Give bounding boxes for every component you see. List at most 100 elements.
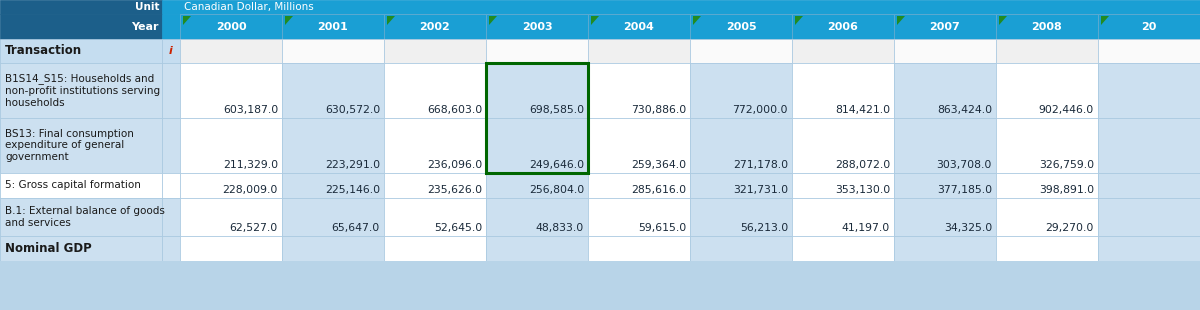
- Bar: [894, 236, 996, 261]
- Bar: [1098, 198, 1200, 236]
- Text: 353,130.0: 353,130.0: [835, 185, 890, 195]
- Text: 2008: 2008: [1032, 21, 1062, 32]
- Bar: [384, 173, 486, 198]
- Polygon shape: [998, 16, 1007, 25]
- Text: 668,603.0: 668,603.0: [427, 105, 482, 115]
- Bar: [180, 236, 282, 261]
- Bar: [690, 236, 792, 261]
- Text: Unit: Unit: [134, 2, 158, 12]
- Text: 2000: 2000: [216, 21, 246, 32]
- Text: B1S14_S15: Households and
non-profit institutions serving
households: B1S14_S15: Households and non-profit ins…: [5, 73, 160, 108]
- Bar: [690, 118, 792, 173]
- Bar: [0, 39, 162, 63]
- Bar: [384, 63, 486, 118]
- Polygon shape: [898, 16, 905, 25]
- Text: Year: Year: [132, 21, 158, 32]
- Text: 863,424.0: 863,424.0: [937, 105, 992, 115]
- Text: B.1: External balance of goods
and services: B.1: External balance of goods and servi…: [5, 206, 164, 228]
- Text: 65,647.0: 65,647.0: [331, 223, 380, 233]
- Text: 377,185.0: 377,185.0: [937, 185, 992, 195]
- Bar: [1098, 173, 1200, 198]
- Text: 730,886.0: 730,886.0: [631, 105, 686, 115]
- Bar: [588, 39, 690, 63]
- Text: 2001: 2001: [318, 21, 348, 32]
- Bar: [588, 118, 690, 173]
- Text: 62,527.0: 62,527.0: [229, 223, 278, 233]
- Bar: [162, 39, 180, 63]
- Text: 223,291.0: 223,291.0: [325, 160, 380, 170]
- Bar: [282, 198, 384, 236]
- Bar: [792, 63, 894, 118]
- Bar: [282, 63, 384, 118]
- Bar: [162, 118, 180, 173]
- Bar: [486, 198, 588, 236]
- Text: 814,421.0: 814,421.0: [835, 105, 890, 115]
- Text: 41,197.0: 41,197.0: [841, 223, 890, 233]
- Bar: [162, 63, 180, 118]
- Text: 256,804.0: 256,804.0: [529, 185, 584, 195]
- Bar: [486, 118, 588, 173]
- Bar: [180, 173, 282, 198]
- Bar: [0, 14, 162, 39]
- Bar: [0, 261, 1200, 310]
- Text: 2003: 2003: [522, 21, 552, 32]
- Bar: [1098, 236, 1200, 261]
- Text: 698,585.0: 698,585.0: [529, 105, 584, 115]
- Text: 29,270.0: 29,270.0: [1045, 223, 1094, 233]
- Text: 303,708.0: 303,708.0: [937, 160, 992, 170]
- Text: 56,213.0: 56,213.0: [739, 223, 788, 233]
- Text: 225,146.0: 225,146.0: [325, 185, 380, 195]
- Bar: [1098, 14, 1200, 39]
- Text: 48,833.0: 48,833.0: [535, 223, 584, 233]
- Polygon shape: [592, 16, 599, 25]
- Bar: [996, 63, 1098, 118]
- Text: 228,009.0: 228,009.0: [223, 185, 278, 195]
- Text: 772,000.0: 772,000.0: [732, 105, 788, 115]
- Bar: [384, 198, 486, 236]
- Text: 211,329.0: 211,329.0: [223, 160, 278, 170]
- Text: 52,645.0: 52,645.0: [433, 223, 482, 233]
- Bar: [486, 63, 588, 173]
- Bar: [0, 198, 162, 236]
- Text: 2007: 2007: [930, 21, 960, 32]
- Text: 5: Gross capital formation: 5: Gross capital formation: [5, 180, 140, 191]
- Text: 34,325.0: 34,325.0: [943, 223, 992, 233]
- Text: 630,572.0: 630,572.0: [325, 105, 380, 115]
- Text: 271,178.0: 271,178.0: [733, 160, 788, 170]
- Bar: [588, 63, 690, 118]
- Text: 2005: 2005: [726, 21, 756, 32]
- Text: 902,446.0: 902,446.0: [1039, 105, 1094, 115]
- Bar: [162, 14, 180, 39]
- Bar: [180, 39, 282, 63]
- Bar: [282, 173, 384, 198]
- Bar: [996, 39, 1098, 63]
- Bar: [996, 118, 1098, 173]
- Polygon shape: [796, 16, 803, 25]
- Text: 235,626.0: 235,626.0: [427, 185, 482, 195]
- Bar: [282, 14, 384, 39]
- Bar: [690, 39, 792, 63]
- Bar: [486, 39, 588, 63]
- Text: Transaction: Transaction: [5, 45, 82, 57]
- Bar: [384, 39, 486, 63]
- Bar: [996, 236, 1098, 261]
- Bar: [0, 63, 162, 118]
- Bar: [180, 63, 282, 118]
- Text: 249,646.0: 249,646.0: [529, 160, 584, 170]
- Text: Canadian Dollar, Millions: Canadian Dollar, Millions: [184, 2, 313, 12]
- Bar: [180, 14, 282, 39]
- Bar: [792, 118, 894, 173]
- Text: 59,615.0: 59,615.0: [637, 223, 686, 233]
- Bar: [282, 39, 384, 63]
- Bar: [282, 236, 384, 261]
- Bar: [384, 118, 486, 173]
- Bar: [588, 173, 690, 198]
- Polygon shape: [490, 16, 497, 25]
- Text: BS13: Final consumption
expenditure of general
government: BS13: Final consumption expenditure of g…: [5, 129, 134, 162]
- Bar: [162, 198, 180, 236]
- Bar: [162, 173, 180, 198]
- Bar: [282, 118, 384, 173]
- Bar: [162, 0, 1200, 14]
- Bar: [180, 118, 282, 173]
- Bar: [0, 236, 162, 261]
